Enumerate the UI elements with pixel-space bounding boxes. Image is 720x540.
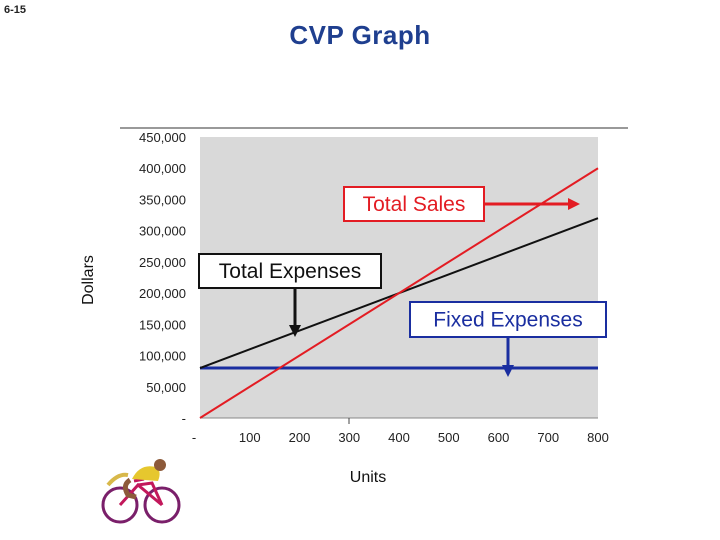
x-tick-label: 600 — [488, 430, 510, 445]
series-line-total-sales — [199, 167, 599, 419]
y-tick-label: - — [182, 411, 186, 426]
callout-box-total-sales — [343, 186, 485, 222]
callout-arrowhead-total-expenses — [289, 325, 301, 337]
y-tick-label: 100,000 — [139, 349, 186, 364]
callout-arrowhead-total-sales — [568, 198, 580, 210]
x-tick-label: 400 — [388, 430, 410, 445]
x-axis-title: Units — [350, 469, 386, 486]
slide-title: CVP Graph — [289, 20, 431, 50]
callout-arrowhead-fixed-expenses — [502, 365, 514, 377]
y-tick-label: 50,000 — [146, 380, 186, 395]
slide-number: 6-15 — [4, 4, 27, 16]
callout-label-total-expenses: Total Expenses — [219, 260, 361, 283]
x-tick-label: 200 — [289, 430, 311, 445]
x-tick-label: 100 — [239, 430, 261, 445]
x-tick-label: 500 — [438, 430, 460, 445]
y-tick-label: 150,000 — [139, 317, 186, 332]
y-tick-label: 200,000 — [139, 286, 186, 301]
callout-label-fixed-expenses: Fixed Expenses — [433, 309, 582, 332]
y-tick-label: 300,000 — [139, 224, 186, 239]
y-tick-label: 250,000 — [139, 255, 186, 270]
callout-label-total-sales: Total Sales — [363, 193, 466, 216]
y-tick-label: 450,000 — [139, 130, 186, 145]
callout-box-total-expenses — [198, 253, 382, 289]
y-axis-title: Dollars — [80, 255, 97, 305]
x-tick-label: 300 — [338, 430, 360, 445]
y-tick-label: 350,000 — [139, 192, 186, 207]
y-tick-label: 400,000 — [139, 161, 186, 176]
x-tick-label: - — [192, 430, 196, 445]
x-tick-label: 800 — [587, 430, 609, 445]
cyclist-icon — [101, 459, 181, 524]
x-tick-label: 700 — [537, 430, 559, 445]
